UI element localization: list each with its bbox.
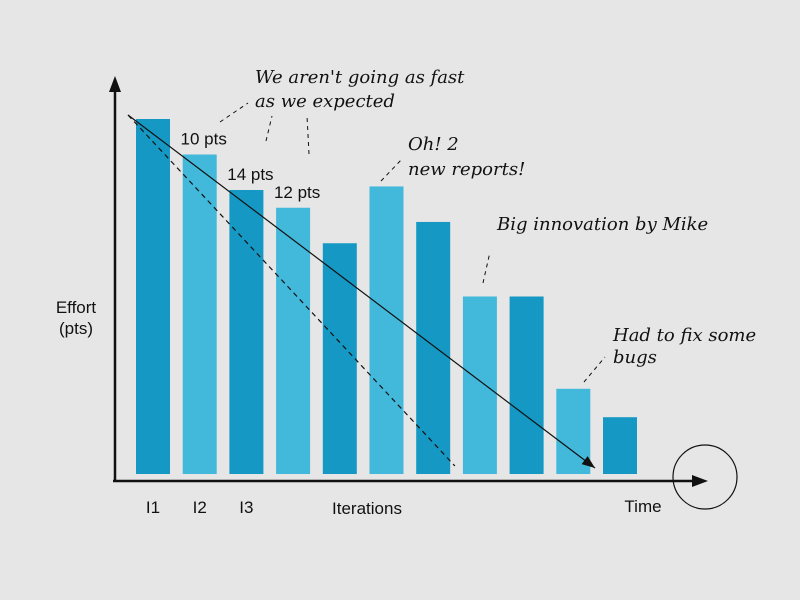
trend-arrowhead	[581, 456, 595, 468]
annotation-reports-line-1: Oh! 2	[408, 134, 459, 155]
bar-3	[229, 190, 264, 474]
x-tick-label: I1	[146, 498, 160, 517]
connector-innovation	[482, 251, 491, 284]
annotation-slow-line-2: as we expected	[255, 91, 395, 112]
x-tick-label: I3	[239, 498, 253, 517]
x-tick-labels: I1 I2 I3	[146, 498, 254, 517]
bars	[136, 119, 637, 474]
y-axis-arrowhead	[109, 76, 121, 92]
connector-slow-mid	[265, 115, 273, 142]
x-tick-label: I2	[193, 498, 207, 517]
annotation-connectors	[219, 102, 606, 383]
bar-8	[462, 296, 497, 474]
annotation-bugs-line-1: Had to fix some	[612, 325, 756, 346]
bar-value-label: 10 pts	[181, 130, 227, 149]
connector-slow-left	[219, 102, 249, 123]
bar-6	[369, 186, 404, 474]
bar-11	[603, 417, 637, 474]
bar-4	[276, 207, 311, 474]
annotation-reports-line-2: new reports!	[408, 159, 525, 180]
annotation-bugs-line-2: bugs	[613, 347, 657, 368]
x-axis-arrowhead	[692, 475, 708, 487]
bar-9	[509, 296, 544, 474]
annotation-slow-line-1: We aren't going as fast	[255, 67, 465, 88]
bar-value-label: 12 pts	[274, 183, 320, 202]
connector-reports	[380, 157, 404, 182]
ideal-trend-line	[127, 114, 456, 467]
bar-value-label: 14 pts	[227, 165, 273, 184]
bar-2	[182, 154, 217, 474]
x-axis-label: Iterations	[332, 499, 402, 518]
connector-slow-right	[306, 115, 310, 155]
connector-bugs	[583, 356, 606, 383]
x-axis-end-label: Time	[624, 497, 661, 516]
bar-7	[416, 221, 451, 474]
annotation-innovation: Big innovation by Mike	[496, 214, 708, 235]
actual-trend-line	[127, 114, 596, 469]
time-circle	[672, 444, 738, 510]
y-axis-label-line-2: (pts)	[59, 319, 93, 338]
y-axis-label-line-1: Effort	[56, 298, 97, 317]
bar-5	[322, 243, 357, 474]
bar-1	[136, 119, 170, 474]
